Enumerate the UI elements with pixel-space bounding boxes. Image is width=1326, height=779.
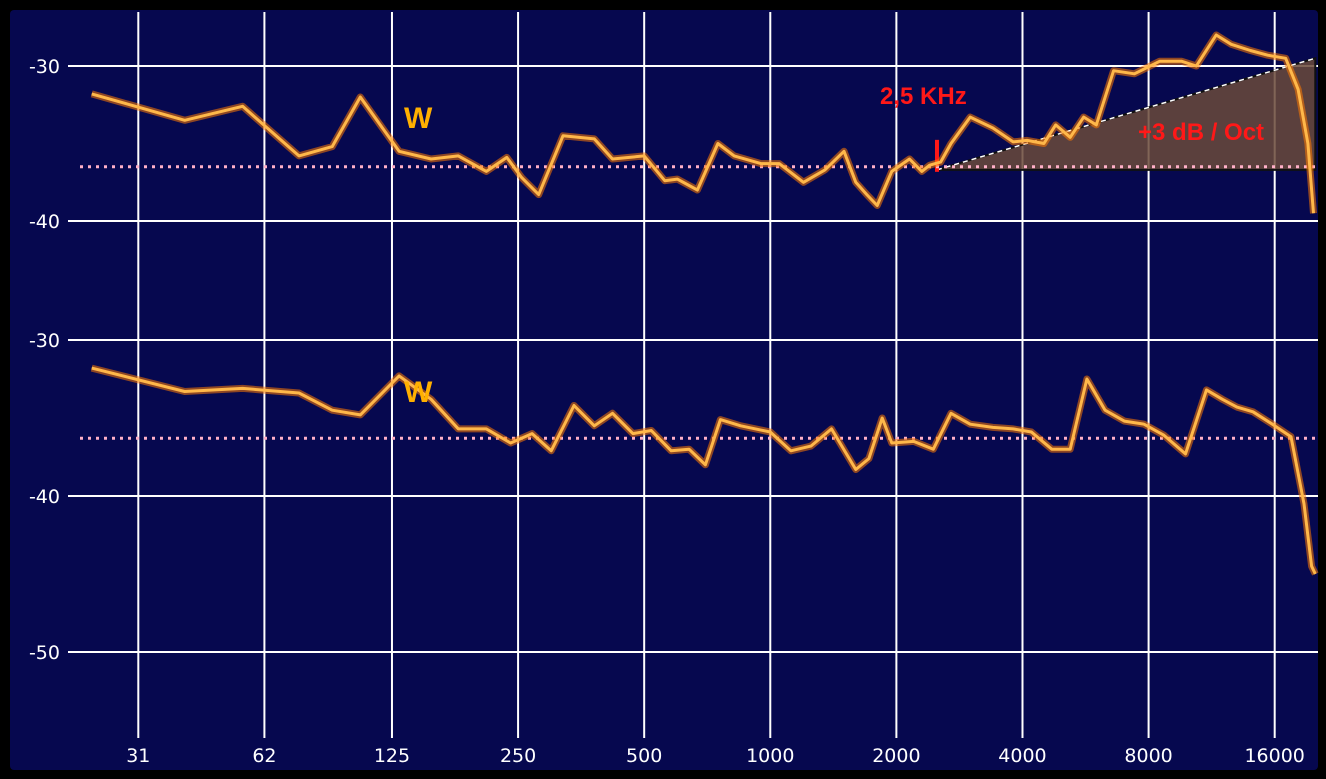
series-line-bottom-glow — [90, 364, 1319, 576]
y-tick-label-bottom-minus40: -40 — [29, 486, 60, 508]
x-tick-label: 16000 — [1244, 745, 1304, 767]
x-tick-label: 2000 — [872, 745, 920, 767]
series-line-bottom — [91, 366, 1317, 575]
x-tick-label: 250 — [500, 745, 536, 767]
x-tick-label: 500 — [626, 745, 662, 767]
x-tick-label: 62 — [252, 745, 276, 767]
y-tick-label-top-minus40: -40 — [29, 211, 60, 233]
series-line-top — [91, 33, 1315, 214]
annotation-frequency: 2,5 KHz — [880, 83, 967, 110]
y-tick-label-bottom-minus30: -30 — [29, 330, 60, 352]
x-tick-label: 125 — [374, 745, 410, 767]
slope-triangle — [936, 56, 1317, 171]
curve-label-top: W — [404, 102, 433, 135]
slope-hypotenuse — [936, 57, 1316, 171]
x-tick-label: 4000 — [998, 745, 1046, 767]
reference-lines — [80, 165, 1318, 440]
y-tick-label-bottom-minus50: -50 — [29, 642, 60, 664]
x-tick-label: 8000 — [1124, 745, 1172, 767]
labels: 31 62 125 250 500 1000 2000 4000 8000 16000 -30 -40… — [29, 56, 1305, 767]
y-tick-label-top-minus30: -30 — [29, 56, 60, 78]
curves — [90, 31, 1319, 576]
x-tick-label: 31 — [126, 745, 150, 767]
annotation-slope: +3 dB / Oct — [1138, 119, 1264, 146]
curve-label-bottom: W — [404, 376, 433, 409]
x-tick-label: 1000 — [746, 745, 794, 767]
